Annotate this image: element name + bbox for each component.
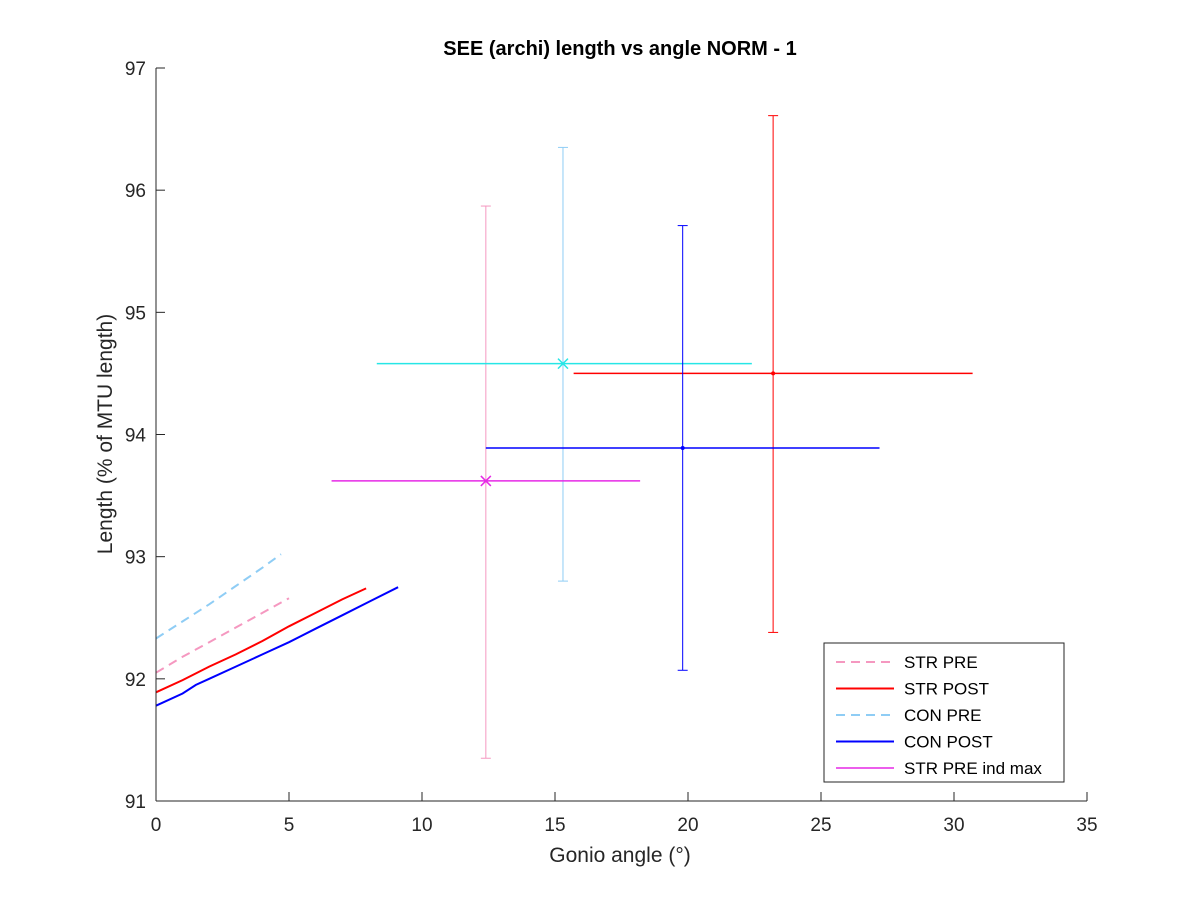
x-tick-label: 35 [1076,815,1097,836]
x-tick-label: 5 [284,815,295,836]
legend: STR PRE STR POST CON PRE CON POST STR PRE in… [823,642,1065,783]
chart-axes: 0 5 10 15 20 25 30 35 91 92 93 94 95 96 97 [125,59,1098,836]
y-tick-label: 94 [125,426,147,447]
x-tick-label: 30 [943,815,964,836]
x-tick-label: 10 [411,815,432,836]
y-tick-label: 92 [125,670,146,691]
x-tick-label: 20 [677,815,698,836]
y-tick-label: 91 [125,792,146,813]
x-tick-label: 0 [151,815,162,836]
y-tick-label: 95 [125,303,146,324]
data-point-con-post [680,445,685,450]
data-point-str-pre-ind-max [480,475,492,487]
x-marker-stroke [557,358,569,370]
legend-label: CON PRE [904,706,981,725]
x-tick-label: 15 [544,815,565,836]
series-line-con-pre [155,553,282,640]
legend-label: CON POST [904,733,993,752]
legend-box [823,642,1065,783]
x-marker-stroke [480,475,492,487]
data-point-str-post [771,371,776,376]
data-point-con-pre [557,358,569,370]
x-axis-label: Gonio angle (°) [549,844,690,867]
x-tick-label: 25 [810,815,831,836]
y-tick-label: 93 [125,548,146,569]
chart-marks [155,115,973,759]
series-line-str-pre [155,597,290,674]
legend-label: STR PRE [904,653,978,672]
legend-label: STR POST [904,680,989,699]
y-tick-label: 97 [125,59,146,80]
y-tick-label: 96 [125,181,146,202]
y-axis-label: Length (% of MTU length) [94,314,117,554]
series-line-str-post [155,587,367,694]
chart-title: SEE (archi) length vs angle NORM - 1 [443,38,796,60]
legend-label: STR PRE ind max [904,759,1042,778]
series-line-con-post [155,586,399,707]
